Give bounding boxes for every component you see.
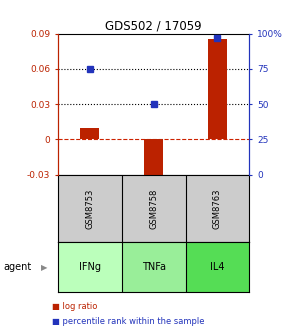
Bar xyxy=(58,242,122,292)
Text: GSM8758: GSM8758 xyxy=(149,188,158,228)
Bar xyxy=(80,128,99,139)
Text: GSM8763: GSM8763 xyxy=(213,188,222,228)
Text: IL4: IL4 xyxy=(210,262,225,272)
Text: agent: agent xyxy=(3,262,31,272)
Text: GSM8753: GSM8753 xyxy=(85,188,95,228)
Bar xyxy=(186,242,249,292)
Text: ■ log ratio: ■ log ratio xyxy=(52,302,97,311)
Bar xyxy=(122,242,186,292)
Bar xyxy=(208,39,227,139)
Text: ■ percentile rank within the sample: ■ percentile rank within the sample xyxy=(52,317,205,326)
Text: TNFa: TNFa xyxy=(142,262,166,272)
Bar xyxy=(144,139,163,186)
Text: IFNg: IFNg xyxy=(79,262,101,272)
Title: GDS502 / 17059: GDS502 / 17059 xyxy=(105,19,202,33)
Text: ▶: ▶ xyxy=(41,263,47,271)
